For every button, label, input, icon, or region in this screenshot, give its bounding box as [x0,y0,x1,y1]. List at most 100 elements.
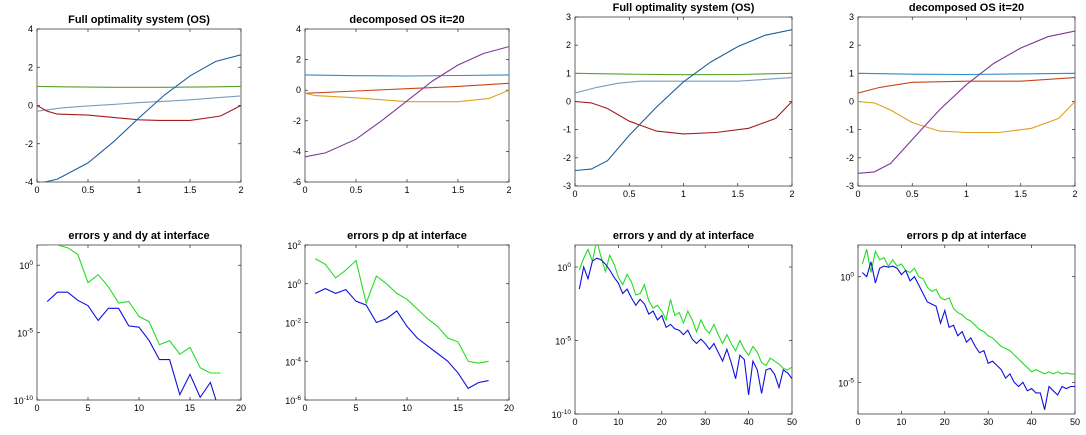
x-tick-label: 0 [855,417,860,427]
x-tick-label: 40 [1027,417,1037,427]
plot-area [857,16,1076,187]
y-tick-label: 2 [849,40,854,50]
plot-area [304,244,510,401]
x-tick-label: 20 [504,403,514,413]
y-tick-label: 10-2 [285,318,301,329]
chart-1: Full optimality system (OS) 0 0.5 1 1.5 2 -4 -2… [25,14,244,195]
y-tick-label: 0 [296,85,301,95]
x-tick-label: 20 [940,417,950,427]
series-line-4 [575,29,792,172]
series-line-1 [47,245,221,374]
chart-title: Full optimality system (OS) [613,2,755,14]
x-tick-label: 2 [238,185,243,195]
series-line-2 [858,77,1075,94]
chart-title: errors p dp at interface [347,230,467,242]
chart-title: errors y and dy at interface [68,230,209,242]
chart-5: errors y and dy at interface 0 5 10 15 20 10-1… [14,230,246,413]
x-tick-label: 1.5 [452,185,465,195]
series-line-1 [861,249,1075,375]
series-line-2 [37,95,241,112]
series-line-4 [305,46,509,158]
series-line-4 [858,30,1075,174]
plot-area [574,244,793,415]
y-tick-label: -3 [563,181,571,191]
x-tick-label: 1 [964,189,969,199]
y-tick-label: 10-5 [555,336,571,347]
x-tick-label: 10 [134,403,144,413]
x-tick-label: 1 [404,185,409,195]
series-line-1 [578,245,792,371]
y-tick-label: 1 [849,68,854,78]
y-tick-label: 100 [287,279,301,290]
chart-7: errors y and dy at interface 0 10 20 30 40 50 1… [552,230,797,427]
series-line-2 [305,82,509,94]
series-line-2 [314,287,489,390]
plot-area [36,28,242,183]
x-tick-label: 1 [136,185,141,195]
series-line-1 [858,72,1075,76]
x-tick-label: 0.5 [82,185,95,195]
y-tick-label: -1 [563,125,571,135]
y-tick-label: -2 [293,116,301,126]
x-tick-label: 2 [506,185,511,195]
x-tick-label: 1.5 [731,189,744,199]
x-tick-label: 5 [353,403,358,413]
y-tick-label: -1 [846,125,854,135]
y-tick-label: 4 [296,24,301,34]
series-line-3 [305,89,509,103]
series-line-1 [314,258,489,364]
x-tick-label: 5 [85,403,90,413]
chart-title: errors p dp at interface [907,230,1027,242]
chart-3: Full optimality system (OS) 0 0.5 1 1.5 2 -3 -2… [563,2,795,199]
chart-8: errors p dp at interface 0 10 20 30 40 50 10-5 1… [838,230,1080,427]
y-tick-label: 10-5 [17,328,33,339]
y-tick-label: 3 [849,12,854,22]
y-tick-label: 3 [566,12,571,22]
y-tick-label: 0 [849,97,854,107]
series-line-2 [46,291,217,400]
y-tick-label: -4 [25,177,33,187]
chart-2: decomposed OS it=20 0 0.5 1 1.5 2 -6 -4 -2 0 2 4 [293,14,512,195]
series-line-1 [37,85,241,88]
series-line-3 [37,105,241,121]
x-tick-label: 2 [789,189,794,199]
y-tick-label: -2 [563,153,571,163]
x-tick-label: 0 [572,189,577,199]
x-tick-label: 0 [302,403,307,413]
chart-title: Full optimality system (OS) [68,14,210,26]
x-tick-label: 10 [896,417,906,427]
y-tick-label: -4 [293,146,301,156]
x-tick-label: 50 [787,417,797,427]
chart-title: decomposed OS it=20 [349,14,464,26]
y-tick-label: 100 [840,272,854,283]
x-tick-label: 0 [34,403,39,413]
plot-area [857,244,1076,415]
x-tick-label: 40 [744,417,754,427]
x-tick-label: 50 [1070,417,1080,427]
x-tick-label: 20 [236,403,246,413]
y-tick-label: 2 [28,62,33,72]
y-tick-label: 10-6 [285,395,301,406]
y-tick-label: 4 [28,24,33,34]
chart-6: errors p dp at interface 0 5 10 15 20 10-6 10-4… [285,230,514,413]
x-tick-label: 15 [185,403,195,413]
x-tick-label: 0.5 [350,185,363,195]
x-tick-label: 0 [302,185,307,195]
y-tick-label: -2 [25,139,33,149]
y-tick-label: 10-5 [838,377,854,388]
y-tick-label: 100 [557,262,571,273]
x-tick-label: 2 [1072,189,1077,199]
y-tick-label: 0 [566,97,571,107]
series-line-4 [42,54,241,182]
x-tick-label: 15 [453,403,463,413]
x-tick-label: 1 [681,189,686,199]
x-tick-label: 30 [700,417,710,427]
y-tick-label: -3 [846,181,854,191]
x-tick-label: 1.5 [1014,189,1027,199]
y-tick-label: -2 [846,153,854,163]
y-tick-label: 10-4 [285,356,301,367]
series-line-2 [578,257,792,395]
x-tick-label: 1.5 [184,185,197,195]
x-tick-label: 0.5 [906,189,919,199]
